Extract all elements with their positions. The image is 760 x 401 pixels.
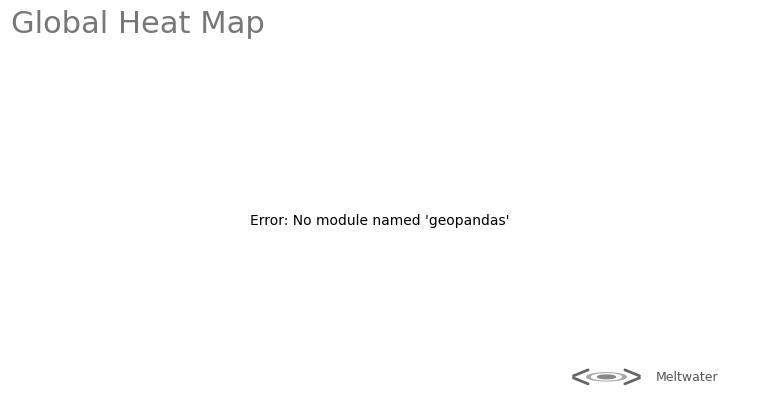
Circle shape — [597, 375, 616, 379]
Circle shape — [587, 373, 626, 381]
Text: Global Heat Map: Global Heat Map — [11, 10, 265, 39]
Text: Error: No module named 'geopandas': Error: No module named 'geopandas' — [250, 214, 510, 227]
Text: Meltwater: Meltwater — [656, 371, 718, 383]
Circle shape — [591, 374, 621, 380]
